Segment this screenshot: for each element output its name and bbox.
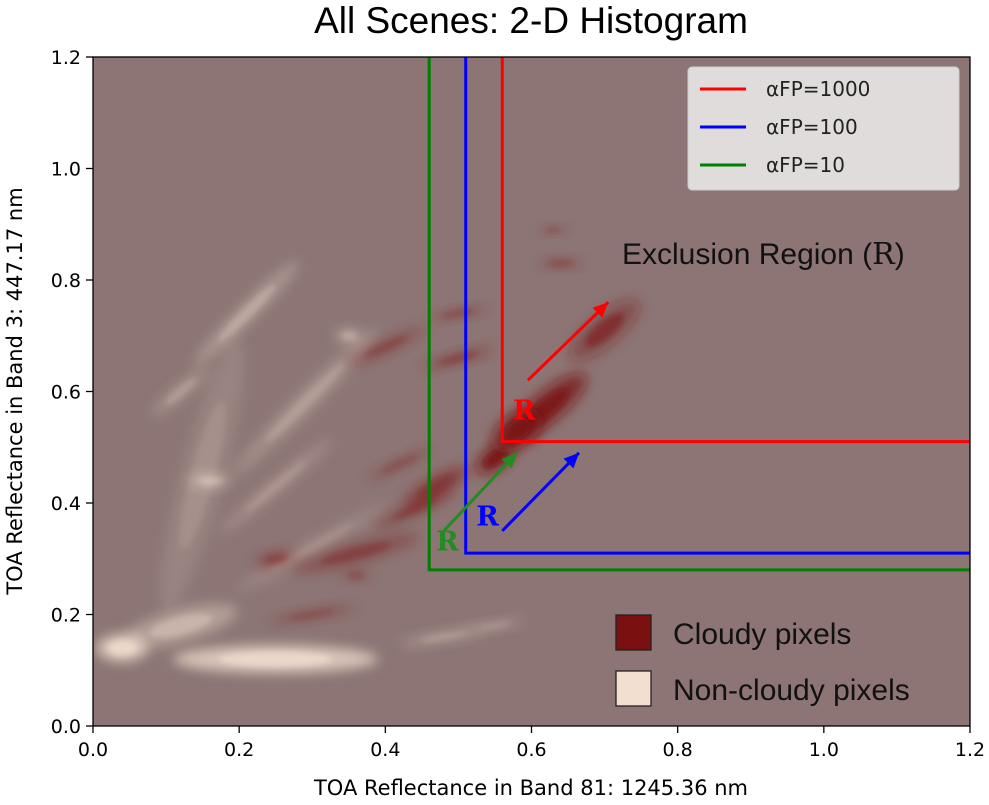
noncloudy-cluster bbox=[232, 329, 378, 476]
noncloudy-cluster bbox=[466, 618, 524, 634]
region-arrow bbox=[442, 451, 518, 532]
x-tick-label: 0.4 bbox=[370, 739, 400, 761]
x-axis-label: TOA Reflectance in Band 81: 1245.36 nm bbox=[313, 776, 748, 800]
region-arrow bbox=[526, 301, 610, 382]
cloudy-cluster bbox=[538, 257, 583, 269]
noncloudy-cluster bbox=[173, 645, 379, 674]
x-tick-label: 0.6 bbox=[516, 739, 546, 761]
noncloudy-cluster bbox=[219, 438, 332, 534]
noncloudy-cluster bbox=[334, 327, 364, 345]
threshold-lines bbox=[427, 57, 970, 572]
legend-entry-label: αFP=100 bbox=[766, 115, 858, 139]
x-tick-label: 1.2 bbox=[955, 739, 985, 761]
noncloudy-cluster bbox=[160, 340, 245, 610]
noncloudy-cluster bbox=[124, 603, 238, 648]
cloudy-cluster bbox=[292, 533, 420, 574]
cloudy-cluster bbox=[374, 488, 455, 529]
threshold-line bbox=[464, 57, 970, 555]
legend-box bbox=[687, 66, 960, 191]
pixel-legend-label: Non-cloudy pixels bbox=[673, 674, 910, 707]
pixel-legend: Cloudy pixels Non-cloudy pixels bbox=[615, 614, 910, 707]
threshold-line bbox=[427, 57, 970, 572]
x-tick-label: 0.0 bbox=[78, 739, 108, 761]
noncloudy-cluster bbox=[194, 261, 299, 366]
region-symbol: R bbox=[436, 526, 459, 557]
noncloudy-cluster bbox=[152, 367, 210, 416]
x-tick-label: 1.0 bbox=[809, 739, 839, 761]
legend-entry-label: αFP=10 bbox=[766, 153, 845, 177]
threshold-line bbox=[500, 57, 970, 444]
cloudy-cluster bbox=[538, 225, 569, 235]
cloudy-cluster bbox=[569, 299, 640, 361]
pixel-legend-swatch bbox=[615, 670, 652, 707]
region-symbol: R bbox=[476, 501, 499, 532]
pixel-legend-swatch bbox=[615, 614, 652, 651]
cloudy-cluster bbox=[269, 604, 356, 625]
cloudy-cluster bbox=[404, 465, 469, 507]
pixel-legend-label: Cloudy pixels bbox=[673, 618, 851, 651]
x-tick-label: 0.8 bbox=[663, 739, 693, 761]
threshold-legend: αFP=1000 αFP=100 αFP=10 bbox=[687, 66, 960, 191]
region-symbol: R bbox=[513, 395, 536, 426]
y-tick-label: 0.8 bbox=[51, 270, 81, 292]
cloudy-cluster bbox=[423, 346, 494, 370]
chart-title: All Scenes: 2-D Histogram bbox=[314, 0, 748, 41]
x-tick-label: 0.2 bbox=[224, 739, 254, 761]
region-arrow bbox=[501, 451, 581, 532]
noncloudy-cluster bbox=[400, 626, 487, 647]
y-axis-label: TOA Reflectance in Band 3: 447.17 nm bbox=[3, 187, 27, 595]
y-tick-label: 1.2 bbox=[51, 47, 81, 69]
legend-entry-label: αFP=1000 bbox=[766, 77, 870, 101]
cloudy-cluster bbox=[366, 447, 434, 481]
y-tick-label: 0.4 bbox=[51, 493, 81, 515]
exclusion-region-label: Exclusion Region (R) bbox=[622, 237, 905, 272]
cloudy-cluster bbox=[345, 326, 426, 367]
cloudy-cluster bbox=[341, 569, 371, 582]
axes: 0.0 0.2 0.4 0.6 0.8 1.0 1.2 0.0 0.2 0.4 0.6 0.8 1.0 1… bbox=[51, 47, 985, 761]
y-tick-label: 0.6 bbox=[51, 382, 81, 404]
y-tick-label: 0.0 bbox=[51, 716, 81, 738]
y-tick-label: 1.0 bbox=[51, 159, 81, 181]
y-tick-label: 0.2 bbox=[51, 605, 81, 627]
cloudy-cluster bbox=[254, 549, 298, 568]
